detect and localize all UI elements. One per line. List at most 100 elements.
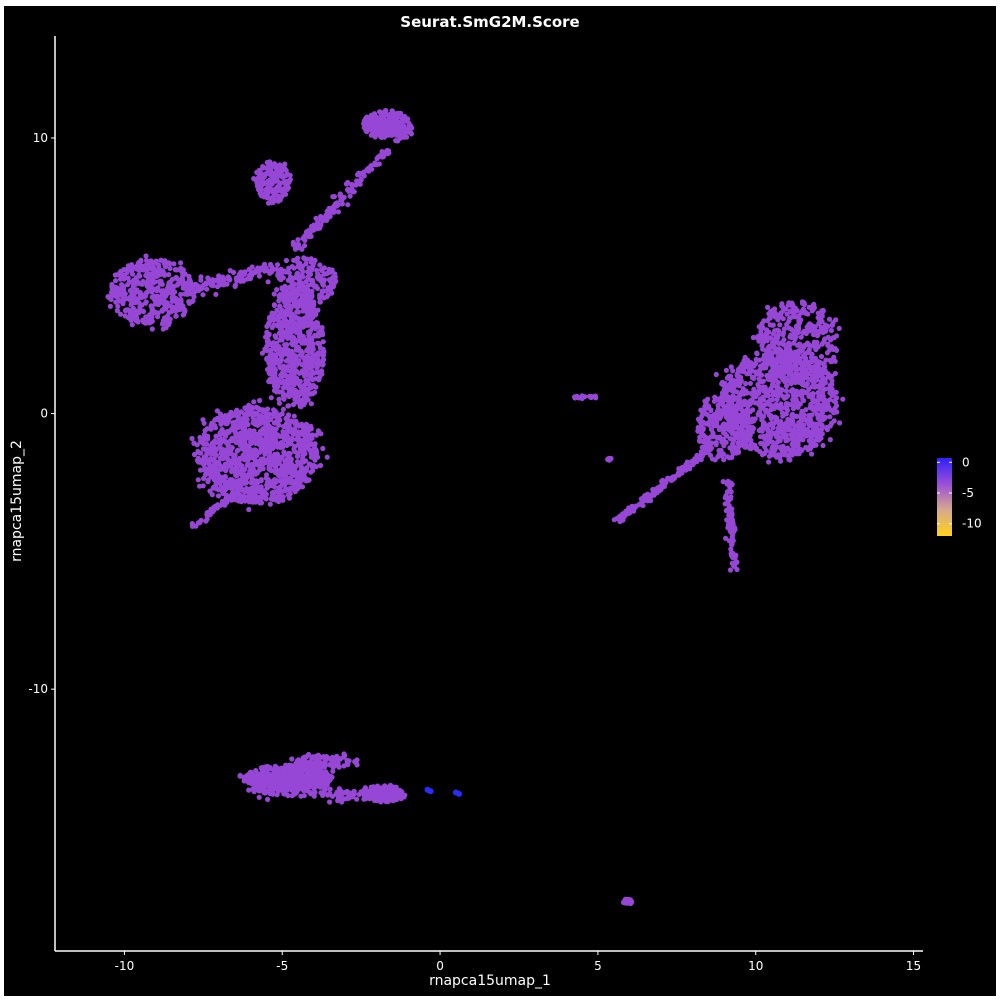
data-point	[793, 363, 798, 368]
data-point	[320, 763, 325, 768]
data-point	[315, 286, 320, 291]
data-point	[768, 439, 773, 444]
data-point	[775, 317, 780, 322]
data-point	[310, 341, 315, 346]
data-point	[802, 329, 807, 334]
data-point	[313, 361, 318, 366]
data-point	[137, 265, 142, 270]
data-point	[271, 317, 276, 322]
data-point	[345, 762, 350, 767]
data-point	[815, 413, 820, 418]
data-point	[244, 476, 249, 481]
data-point	[766, 400, 771, 405]
data-point	[273, 198, 278, 203]
data-point	[791, 314, 796, 319]
data-point	[217, 462, 222, 467]
data-point	[246, 507, 251, 512]
data-point	[252, 461, 257, 466]
data-point	[275, 461, 280, 466]
data-point	[195, 449, 200, 454]
data-point	[765, 352, 770, 357]
data-point	[223, 468, 228, 473]
data-point	[207, 489, 212, 494]
data-point	[832, 418, 837, 423]
data-point	[216, 493, 221, 498]
data-point	[827, 397, 832, 402]
data-point	[255, 471, 260, 476]
data-point	[233, 420, 238, 425]
data-point	[245, 461, 250, 466]
data-point	[737, 397, 742, 402]
data-point	[823, 322, 828, 327]
data-point	[173, 267, 178, 272]
data-point	[811, 439, 816, 444]
data-point	[120, 275, 125, 280]
data-point	[382, 135, 387, 140]
data-point	[289, 763, 294, 768]
data-point	[805, 341, 810, 346]
data-point	[138, 259, 143, 264]
data-point	[771, 452, 776, 457]
data-point	[726, 402, 731, 407]
data-point	[396, 126, 401, 131]
data-point	[810, 304, 815, 309]
data-point	[726, 394, 731, 399]
data-point	[289, 769, 294, 774]
data-point	[109, 290, 114, 295]
data-point	[775, 335, 780, 340]
cluster-small-group	[572, 393, 598, 401]
data-point	[749, 441, 754, 446]
data-point	[758, 328, 763, 333]
data-point	[798, 448, 803, 453]
data-point	[304, 279, 309, 284]
data-point	[311, 323, 316, 328]
data-point	[320, 353, 325, 358]
data-point	[302, 471, 307, 476]
data-point	[241, 494, 246, 499]
umap-feature-plot: Seurat.SmG2M.Score -10 -5 0 5 10 15 -10 0 10 rn…	[4, 6, 996, 996]
data-point	[239, 442, 244, 447]
data-point	[147, 320, 152, 325]
data-point	[375, 784, 380, 789]
data-point	[800, 437, 805, 442]
data-point	[307, 337, 312, 342]
data-point	[285, 403, 290, 408]
data-point	[779, 446, 784, 451]
data-point	[309, 369, 314, 374]
data-point	[256, 422, 261, 427]
data-point	[156, 300, 161, 305]
data-point	[764, 448, 769, 453]
data-point	[837, 420, 842, 425]
data-point	[718, 413, 723, 418]
data-point	[770, 382, 775, 387]
data-point	[795, 429, 800, 434]
data-point	[781, 452, 786, 457]
data-point	[821, 407, 826, 412]
data-point	[742, 402, 747, 407]
data-point	[301, 383, 306, 388]
data-point	[772, 358, 777, 363]
data-point	[191, 441, 196, 446]
data-point	[781, 332, 786, 337]
data-point	[765, 318, 770, 323]
data-point	[135, 289, 140, 294]
data-point	[269, 395, 274, 400]
data-point	[251, 399, 256, 404]
data-point	[743, 381, 748, 386]
data-point	[807, 366, 812, 371]
data-point	[820, 377, 825, 382]
data-point	[825, 427, 830, 432]
data-point	[283, 462, 288, 467]
data-point	[761, 356, 766, 361]
data-point	[815, 332, 820, 337]
data-point	[257, 398, 262, 403]
data-point	[293, 358, 298, 363]
data-point	[199, 438, 204, 443]
data-point	[222, 479, 227, 484]
data-point	[309, 316, 314, 321]
data-point	[759, 417, 764, 422]
data-point	[738, 364, 743, 369]
data-point	[238, 431, 243, 436]
data-point	[628, 897, 633, 902]
data-point	[274, 426, 279, 431]
